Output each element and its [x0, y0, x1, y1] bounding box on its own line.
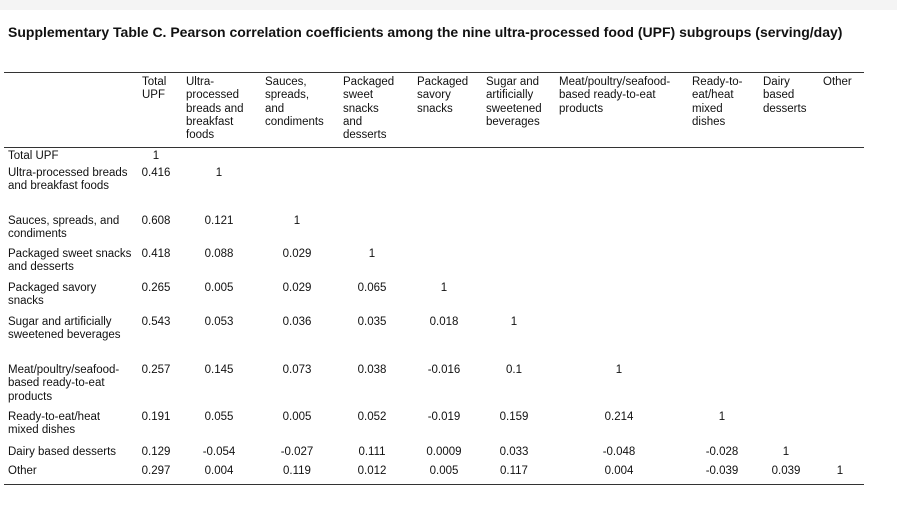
table-bottom-rule [4, 484, 864, 485]
correlation-cell: 0.005 [429, 465, 459, 477]
correlation-cell: -0.019 [427, 411, 461, 423]
correlation-cell: 0.012 [357, 465, 387, 477]
correlation-cell: -0.028 [705, 446, 739, 458]
correlation-cell: 0.004 [604, 465, 634, 477]
correlation-cell: -0.054 [202, 446, 236, 458]
correlation-cell: -0.027 [280, 446, 314, 458]
correlation-cell: 0.265 [141, 282, 171, 294]
column-header: Ready-to- eat/heat mixed dishes [692, 76, 743, 128]
row-label: Dairy based desserts [8, 446, 117, 458]
row-label: Ultra-processed breads and breakfast foo… [8, 167, 128, 193]
correlation-cell: 0.053 [204, 316, 234, 328]
correlation-cell: 0.004 [204, 465, 234, 477]
column-header: Total UPF [142, 76, 167, 102]
column-header: Other [823, 76, 852, 88]
correlation-cell: 0.145 [204, 364, 234, 376]
correlation-cell: 0.121 [204, 215, 234, 227]
row-label: Other [8, 465, 37, 477]
correlation-cell: 0.129 [141, 446, 171, 458]
correlation-cell: 0.005 [282, 411, 312, 423]
correlation-cell: 0.608 [141, 215, 171, 227]
correlation-cell: 0.297 [141, 465, 171, 477]
correlation-cell: 0.036 [282, 316, 312, 328]
correlation-cell: 0.005 [204, 282, 234, 294]
correlation-cell: 1 [215, 167, 223, 179]
correlation-cell: 0.029 [282, 248, 312, 260]
correlation-cell: 0.018 [429, 316, 459, 328]
row-label: Sugar and artificially sweetened beverag… [8, 316, 121, 342]
correlation-cell: 0.038 [357, 364, 387, 376]
column-header: Packaged savory snacks [417, 76, 469, 115]
column-header: Dairy based desserts [763, 76, 807, 115]
correlation-cell: 1 [510, 316, 518, 328]
correlation-cell: 0.416 [141, 167, 171, 179]
row-label: Ready-to-eat/heat mixed dishes [8, 411, 101, 437]
correlation-cell: 0.191 [141, 411, 171, 423]
correlation-cell: 0.035 [357, 316, 387, 328]
correlation-cell: 1 [718, 411, 726, 423]
row-label: Packaged savory snacks [8, 282, 97, 308]
column-header: Sauces, spreads, and condiments [265, 76, 324, 128]
column-header: Packaged sweet snacks and desserts [343, 76, 395, 142]
column-header: Ultra- processed breads and breakfast fo… [186, 76, 244, 142]
correlation-cell: 0.029 [282, 282, 312, 294]
correlation-cell: 1 [152, 150, 160, 162]
correlation-cell: 0.0009 [426, 446, 462, 458]
row-label: Sauces, spreads, and condiments [8, 215, 120, 241]
row-label: Packaged sweet snacks and desserts [8, 248, 132, 274]
correlation-cell: -0.016 [427, 364, 461, 376]
top-strip [0, 0, 897, 10]
column-header: Meat/poultry/seafood- based ready-to-eat… [559, 76, 671, 115]
table-header-rule [4, 147, 864, 148]
correlation-cell: 0.039 [771, 465, 801, 477]
correlation-cell: 0.214 [604, 411, 634, 423]
correlation-cell: 0.052 [357, 411, 387, 423]
correlation-cell: 0.065 [357, 282, 387, 294]
correlation-cell: 1 [368, 248, 376, 260]
correlation-cell: 0.073 [282, 364, 312, 376]
correlation-cell: 1 [440, 282, 448, 294]
correlation-cell: -0.048 [602, 446, 636, 458]
correlation-cell: 1 [293, 215, 301, 227]
correlation-cell: 0.055 [204, 411, 234, 423]
correlation-cell: 1 [836, 465, 844, 477]
correlation-cell: 0.117 [500, 465, 528, 477]
correlation-cell: 0.033 [499, 446, 529, 458]
correlation-cell: 0.111 [358, 446, 386, 458]
correlation-cell: 0.088 [204, 248, 234, 260]
correlation-cell: -0.039 [705, 465, 739, 477]
correlation-cell: 1 [615, 364, 623, 376]
correlation-cell: 0.543 [141, 316, 171, 328]
table-title: Supplementary Table C. Pearson correlati… [8, 24, 843, 40]
correlation-cell: 0.159 [499, 411, 529, 423]
column-header: Sugar and artificially sweetened beverag… [486, 76, 542, 128]
correlation-cell: 0.119 [283, 465, 311, 477]
row-label: Total UPF [8, 150, 59, 162]
correlation-cell: 1 [782, 446, 790, 458]
correlation-cell: 0.257 [141, 364, 171, 376]
correlation-cell: 0.1 [506, 364, 522, 376]
row-label: Meat/poultry/seafood-based ready-to-eat … [8, 364, 120, 403]
table-top-rule [4, 72, 864, 73]
correlation-cell: 0.418 [141, 248, 171, 260]
